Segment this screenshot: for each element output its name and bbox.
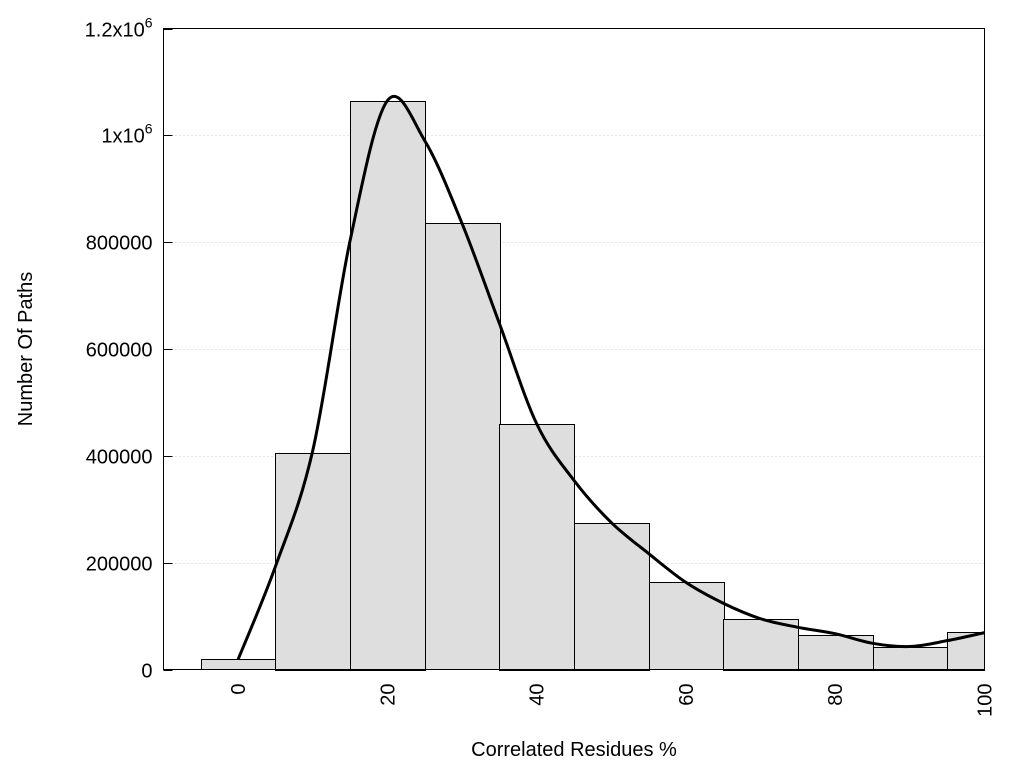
y-tick-label: 1.2x106 — [85, 15, 153, 42]
y-tick-label: 800000 — [86, 233, 153, 255]
x-tick-label: 80 — [825, 684, 847, 706]
x-tick-label: 20 — [377, 684, 399, 706]
y-tick-label: 400000 — [86, 447, 153, 469]
histogram-bar — [201, 659, 277, 670]
y-tick-label-base: 200000 — [86, 554, 153, 576]
density-curve-line — [236, 94, 985, 660]
y-tick-label-exponent: 6 — [145, 121, 153, 137]
histogram-bar — [723, 619, 799, 671]
histogram-bar — [649, 582, 725, 670]
y-tick-label-base: 1x10 — [101, 126, 144, 148]
x-tick-label: 100 — [975, 684, 997, 717]
y-tick-label-base: 800000 — [86, 233, 153, 255]
histogram-bar — [350, 101, 426, 671]
histogram-bar — [275, 453, 351, 671]
y-tick-label-base: 1.2x10 — [85, 20, 145, 42]
y-tick-label-base: 0 — [141, 661, 152, 683]
histogram-bar — [425, 223, 501, 670]
density-curve — [236, 94, 985, 660]
histogram-bar — [499, 424, 575, 671]
y-tick-label: 1x106 — [101, 121, 152, 148]
y-tick-label: 200000 — [86, 554, 153, 576]
y-tick-label: 600000 — [86, 340, 153, 362]
x-tick-label: 0 — [228, 684, 250, 695]
y-tick-label-base: 600000 — [86, 340, 153, 362]
x-tick-label: 40 — [527, 684, 549, 706]
y-axis-label: Number Of Paths — [15, 272, 37, 427]
y-tick-label-exponent: 6 — [145, 15, 153, 31]
y-tick-label: 0 — [141, 661, 152, 683]
histogram-bar — [873, 647, 949, 671]
bars — [201, 101, 985, 671]
x-tick-label: 60 — [676, 684, 698, 706]
y-tick-label-base: 400000 — [86, 447, 153, 469]
x-axis-label: Correlated Residues % — [471, 739, 677, 761]
x-axis: 0 20 40 60 80 100 — [228, 684, 996, 717]
